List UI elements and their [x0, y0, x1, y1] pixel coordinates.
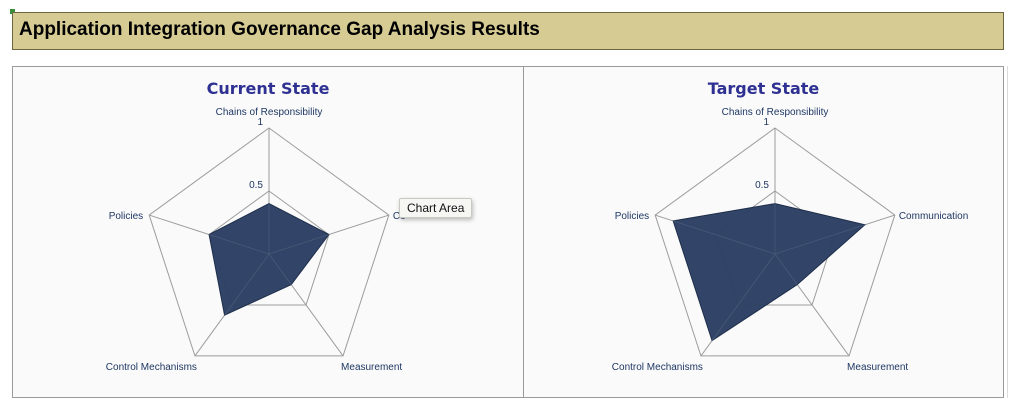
sheet-column-divider [1007, 66, 1008, 398]
radar-category-label: Chains of Responsibility [216, 107, 323, 118]
chart-area-tooltip: Chart Area [399, 198, 473, 218]
radar-spoke-overlay [774, 224, 865, 255]
radar-spoke-overlay [224, 253, 270, 316]
radar-series-area[interactable] [208, 203, 330, 316]
radar-category-label: Control Mechanisms [612, 362, 703, 373]
radar-category-label: Policies [109, 211, 143, 222]
chart-current-state[interactable]: Current State 0.5 1 Chains of Responsibili… [12, 66, 524, 398]
radar-grid-ring-2 [654, 127, 896, 357]
radar-spoke-overlay [673, 220, 776, 255]
radar-tick-label: 0.5 [755, 180, 769, 191]
radar-spoke-overlay [208, 234, 270, 255]
radar-tick-label: 1 [257, 117, 263, 128]
radar-category-label: Communication [899, 211, 968, 222]
radar-category-label: Measurement [341, 362, 402, 373]
sheet-title-banner[interactable]: Application Integration Governance Gap A… [12, 12, 1004, 50]
radar-category-label: Measurement [847, 362, 908, 373]
active-cell-marker [10, 9, 15, 14]
radar-spoke-overlay [774, 253, 798, 285]
radar-series-area[interactable] [672, 203, 866, 342]
sheet-title: Application Integration Governance Gap A… [19, 19, 540, 40]
radar-category-label: Chains of Responsibility [722, 107, 829, 118]
radar-spoke-overlay [268, 234, 330, 255]
chart-target-state[interactable]: Target State 0.5 1 Chains of Responsibilit… [523, 66, 1004, 398]
radar-category-label: Control Mechanisms [106, 362, 197, 373]
radar-category-label: Policies [615, 211, 649, 222]
radar-tick-label: 0.5 [249, 180, 263, 191]
radar-grid-ring-2 [148, 127, 390, 357]
radar-tick-label: 1 [763, 117, 769, 128]
radar-spoke-overlay [711, 253, 776, 341]
chart-title: Current State [206, 79, 330, 98]
radar-spoke-overlay [268, 253, 292, 285]
radar-grid-ring-1 [208, 190, 330, 306]
chart-title: Target State [707, 79, 820, 98]
